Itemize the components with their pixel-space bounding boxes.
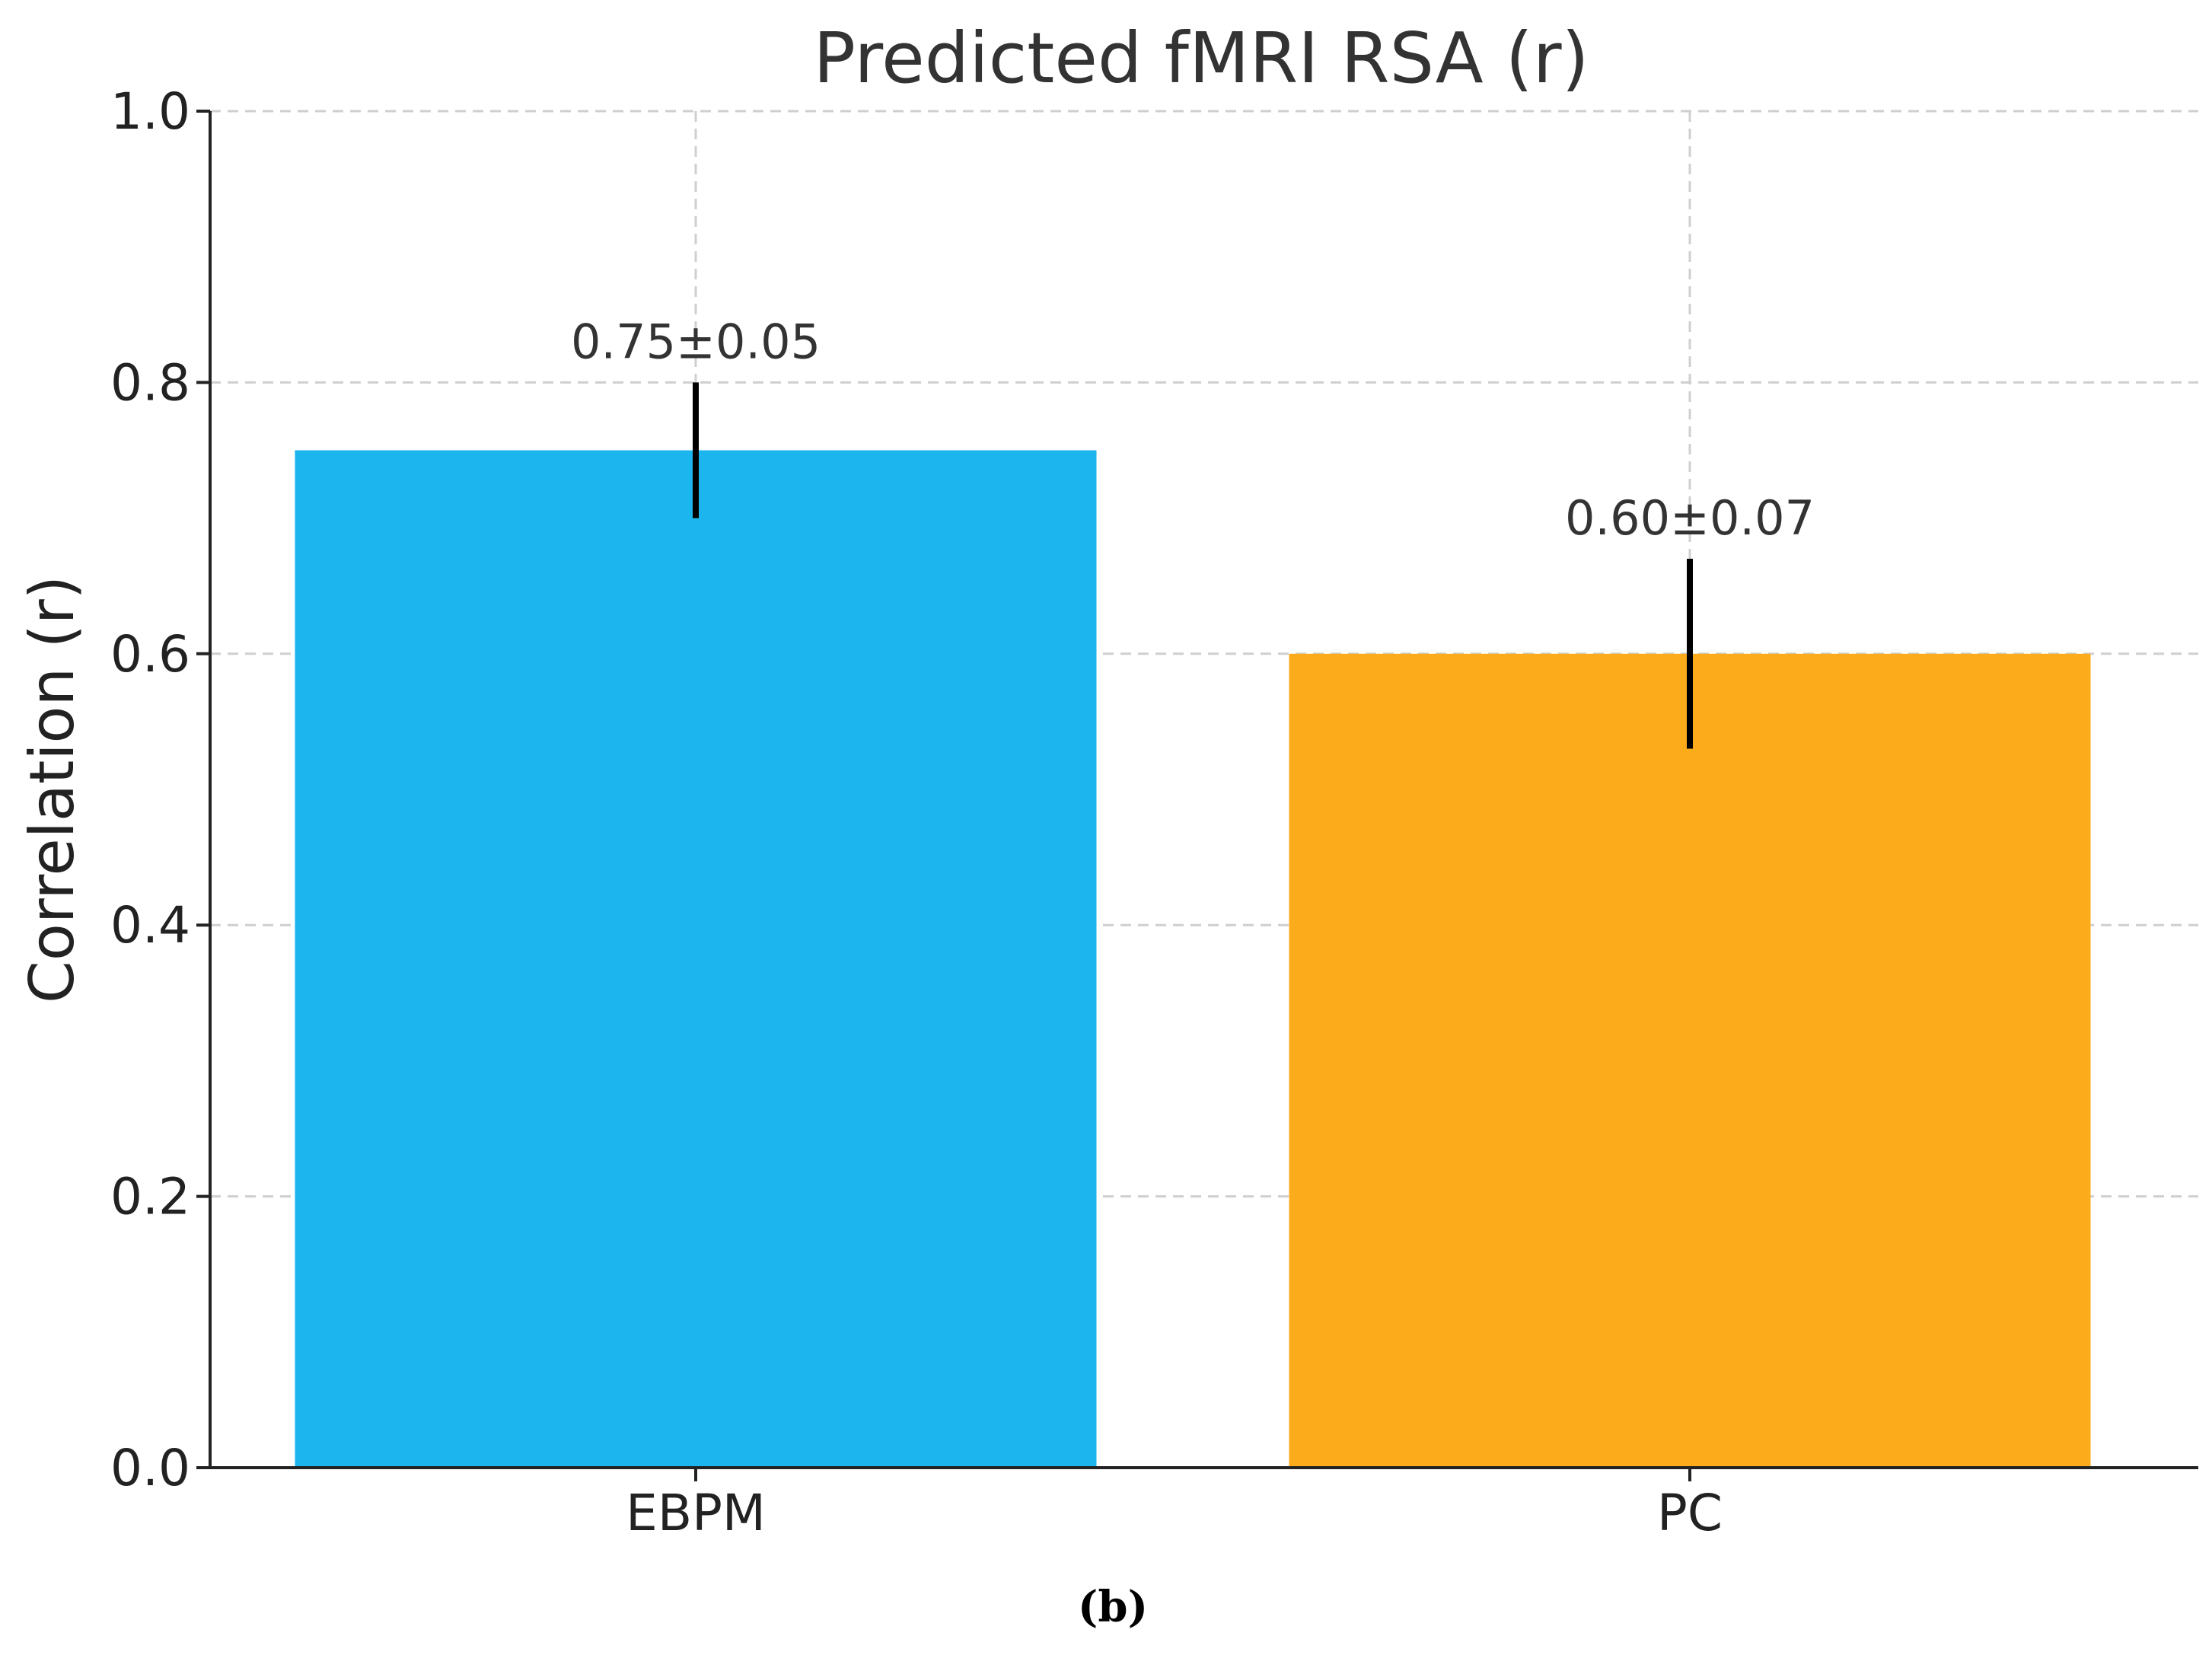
ticks: 0.0 0.2 0.4 0.6 0.8 1.0 EBPM PC [110, 82, 1723, 1542]
y-tick-label: 0.6 [110, 625, 190, 684]
y-axis-label: Correlation (r) [17, 576, 88, 1003]
data-label-pc: 0.60±0.07 [1565, 490, 1815, 546]
figure-caption: (b) [1078, 1582, 1148, 1632]
x-tick-label-ebpm: EBPM [626, 1484, 766, 1542]
chart-title: Predicted fMRI RSA (r) [813, 18, 1589, 99]
bar-pc [1289, 653, 2091, 1468]
y-tick-label: 0.4 [110, 896, 190, 955]
bars [295, 382, 2091, 1468]
y-tick-label: 0.2 [110, 1168, 190, 1226]
axes [209, 111, 2198, 1469]
x-tick-label-pc: PC [1657, 1484, 1723, 1542]
data-label-ebpm: 0.75±0.05 [571, 314, 821, 369]
y-tick-label: 0.8 [110, 353, 190, 412]
data-labels: 0.75±0.05 0.60±0.07 [571, 314, 1815, 546]
y-tick-label: 0.0 [110, 1439, 190, 1497]
bar-ebpm [295, 450, 1097, 1468]
y-tick-label: 1.0 [110, 82, 190, 141]
